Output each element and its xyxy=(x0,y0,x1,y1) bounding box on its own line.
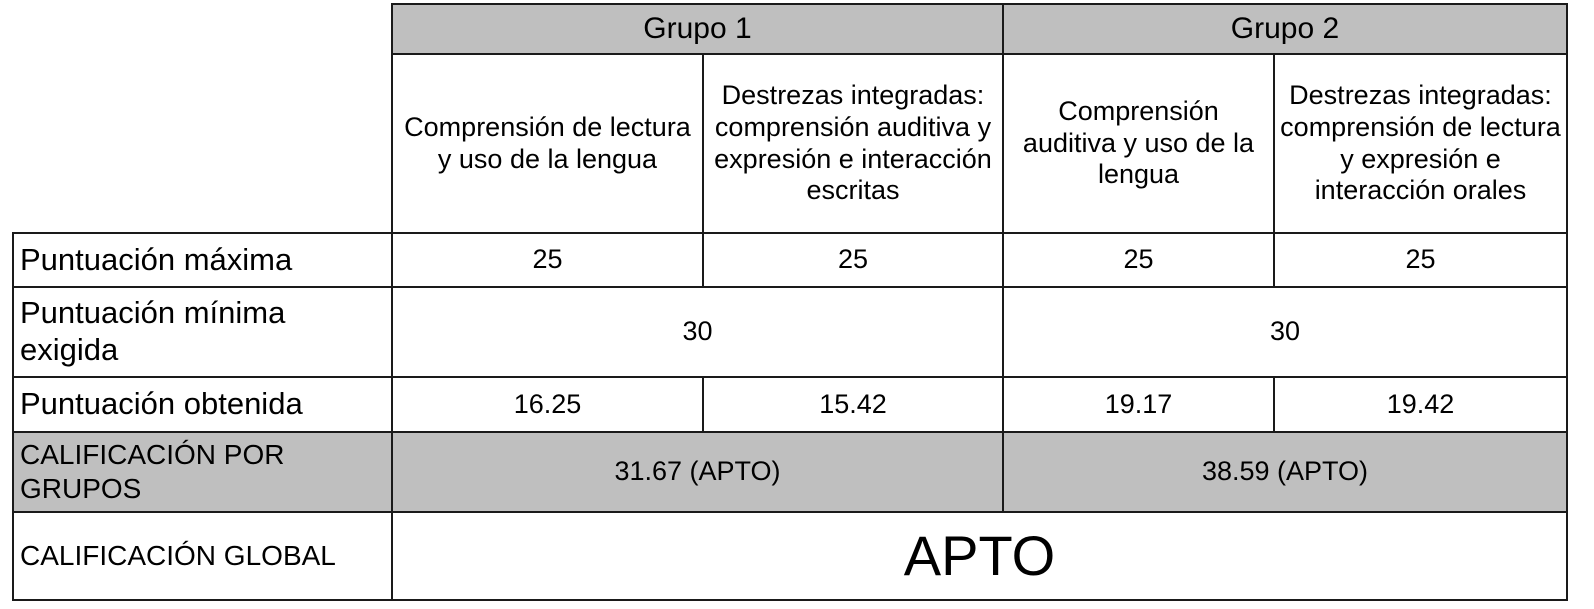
obtained-label: Puntuación obtenida xyxy=(12,376,393,433)
obtained-cell: 15.42 xyxy=(702,376,1004,433)
corner-blank xyxy=(13,4,392,54)
subheading-auditory-use: Comprensión auditiva y uso de la lengua xyxy=(1002,53,1275,234)
subheading-integrated-auditory-written: Destrezas integradas: comprensión auditi… xyxy=(702,53,1004,234)
subheading-reading-use: Comprensión de lectura y uso de la lengu… xyxy=(391,53,704,234)
global-grade-label: CALIFICACIÓN GLOBAL xyxy=(12,511,393,601)
score-table: Grupo 1 Grupo 2 Comprensión de lectura y… xyxy=(12,3,1568,601)
obtained-row: Puntuación obtenida 16.25 15.42 19.17 19… xyxy=(12,376,1568,433)
min-required-group-1: 30 xyxy=(391,286,1004,378)
max-score-cell: 25 xyxy=(1273,232,1568,288)
group-header-row: Grupo 1 Grupo 2 xyxy=(13,3,1568,55)
min-required-group-2: 30 xyxy=(1002,286,1568,378)
corner-blank-2 xyxy=(13,54,392,233)
group-grade-group-1: 31.67 (APTO) xyxy=(391,431,1004,513)
group-1-header: Grupo 1 xyxy=(391,3,1004,55)
obtained-cell: 16.25 xyxy=(391,376,704,433)
max-score-row: Puntuación máxima 25 25 25 25 xyxy=(12,232,1568,288)
group-grade-group-2: 38.59 (APTO) xyxy=(1002,431,1568,513)
max-score-label: Puntuación máxima xyxy=(12,232,393,288)
group-grade-label: CALIFICACIÓN POR GRUPOS xyxy=(12,431,393,513)
global-grade-value: APTO xyxy=(391,511,1568,601)
subheading-integrated-reading-oral: Destrezas integradas: comprensión de lec… xyxy=(1273,53,1568,234)
obtained-cell: 19.17 xyxy=(1002,376,1275,433)
min-required-label: Puntuación mínima exigida xyxy=(12,286,393,378)
min-required-row: Puntuación mínima exigida 30 30 xyxy=(12,286,1568,378)
max-score-cell: 25 xyxy=(702,232,1004,288)
group-2-header: Grupo 2 xyxy=(1002,3,1568,55)
group-grade-row: CALIFICACIÓN POR GRUPOS 31.67 (APTO) 38.… xyxy=(12,431,1568,513)
subheading-row: Comprensión de lectura y uso de la lengu… xyxy=(13,53,1568,234)
global-grade-row: CALIFICACIÓN GLOBAL APTO xyxy=(12,511,1568,601)
max-score-cell: 25 xyxy=(391,232,704,288)
max-score-cell: 25 xyxy=(1002,232,1275,288)
obtained-cell: 19.42 xyxy=(1273,376,1568,433)
